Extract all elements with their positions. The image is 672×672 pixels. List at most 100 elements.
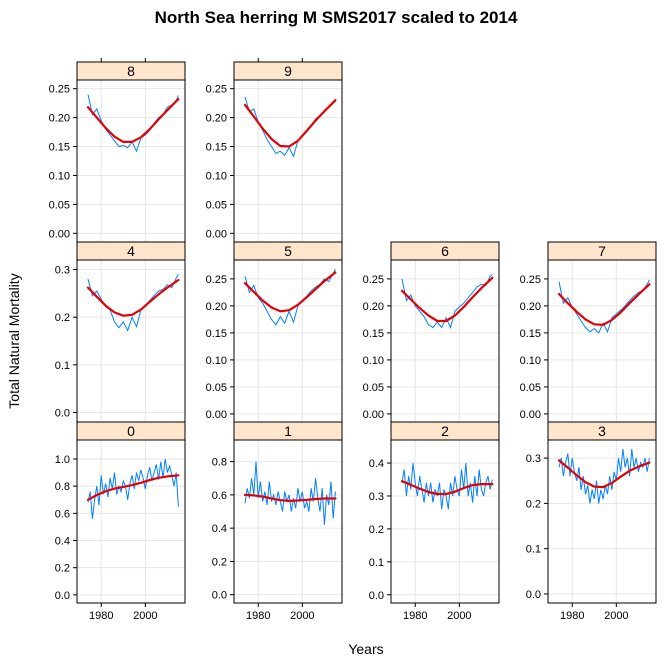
panel-9: 9 0.00 0.05 0.10 0.15 0.20 0.25: [206, 58, 343, 243]
raw-series-line: [558, 449, 650, 504]
y-tick-label: 0.05: [206, 382, 227, 394]
smooth-series-line: [557, 459, 651, 489]
strip-label: 0: [127, 423, 135, 439]
y-tick-label: 0.4: [55, 536, 70, 548]
y-tick-label: 0.4: [212, 523, 227, 535]
panel-frame: [76, 259, 186, 423]
x-tick-label: 2000: [447, 610, 471, 622]
panel-frame: [233, 439, 343, 604]
y-tick-label: 0.00: [363, 409, 384, 421]
y-tick-label: 0.00: [206, 409, 227, 421]
panel-1: 1 0.0 0.2 0.4 0.6 0.8 1980 2000: [212, 421, 343, 622]
y-tick-label: 0.10: [363, 355, 384, 367]
y-tick-label: 0.25: [206, 84, 227, 96]
y-tick-label: 0.15: [520, 328, 541, 340]
smooth-series-line: [86, 278, 180, 317]
chart-title: North Sea herring M SMS2017 scaled to 20…: [155, 8, 518, 27]
panel-frame: [547, 439, 657, 604]
panel-5: 5 0.00 0.05 0.10 0.15 0.20 0.25: [206, 241, 343, 423]
y-tick-label: 0.10: [206, 170, 227, 182]
strip-label: 9: [284, 63, 292, 79]
smooth-series-line: [243, 493, 337, 502]
smooth-series-line: [557, 283, 651, 326]
y-tick-label: 0.25: [520, 274, 541, 286]
panel-frame: [233, 79, 343, 243]
y-tick-label: 0.2: [55, 312, 70, 324]
y-tick-label: 0.10: [520, 355, 541, 367]
raw-series-line: [401, 463, 493, 510]
y-tick-label: 0.05: [520, 382, 541, 394]
panel-frame: [233, 259, 343, 423]
smooth-series-line: [86, 474, 180, 501]
y-tick-label: 0.15: [49, 142, 70, 154]
y-axis-title: Total Natural Mortality: [6, 273, 22, 408]
y-tick-label: 0.00: [206, 228, 227, 240]
y-tick-label: 0.10: [49, 170, 70, 182]
y-tick-label: 0.2: [55, 563, 70, 575]
y-tick-label: 0.05: [206, 199, 227, 211]
y-tick-label: 0.4: [369, 458, 384, 470]
raw-series-line: [401, 274, 493, 329]
raw-series-line: [87, 458, 179, 519]
y-tick-label: 1.0: [55, 454, 70, 466]
y-tick-label: 0.3: [369, 491, 384, 503]
strip-label: 5: [284, 243, 292, 259]
smooth-series-line: [86, 97, 180, 143]
y-tick-label: 0.05: [363, 382, 384, 394]
y-tick-label: 0.25: [49, 84, 70, 96]
strip-label: 2: [441, 423, 449, 439]
y-tick-label: 0.20: [206, 113, 227, 125]
panel-6: 6 0.00 0.05 0.10 0.15 0.20 0.25: [363, 241, 500, 423]
y-tick-label: 0.15: [363, 328, 384, 340]
strip-label: 1: [284, 423, 292, 439]
x-tick-label: 1980: [403, 610, 427, 622]
y-tick-label: 0.6: [212, 490, 227, 502]
y-tick-label: 0.0: [212, 590, 227, 602]
y-tick-label: 0.8: [55, 481, 70, 493]
y-tick-label: 0.20: [363, 301, 384, 313]
panel-frame: [390, 439, 500, 604]
y-tick-label: 0.0: [526, 589, 541, 601]
y-tick-label: 0.20: [520, 301, 541, 313]
x-tick-label: 1980: [560, 610, 584, 622]
y-tick-label: 0.1: [526, 544, 541, 556]
strip-label: 3: [598, 423, 606, 439]
smooth-series-line: [243, 99, 337, 148]
y-tick-label: 0.0: [55, 407, 70, 419]
panel-frame: [547, 259, 657, 423]
panels-layer: 80.000.050.100.150.200.2590.000.050.100.…: [49, 58, 657, 622]
y-tick-label: 0.00: [520, 409, 541, 421]
y-tick-label: 0.2: [526, 498, 541, 510]
y-tick-label: 0.3: [526, 453, 541, 465]
y-tick-label: 0.2: [212, 556, 227, 568]
y-tick-label: 0.1: [55, 360, 70, 372]
y-tick-label: 0.00: [49, 228, 70, 240]
x-tick-label: 2000: [133, 610, 157, 622]
x-tick-label: 2000: [290, 610, 314, 622]
y-tick-label: 0.20: [49, 113, 70, 125]
panel-2: 2 0.0 0.1 0.2 0.3 0.4 1980 2000: [369, 421, 500, 622]
strip-label: 4: [127, 243, 135, 259]
y-tick-label: 0.1: [369, 557, 384, 569]
panel-3: 3 0.0 0.1 0.2 0.3 1980 2000: [526, 421, 657, 622]
panel-frame: [76, 439, 186, 604]
x-tick-label: 1980: [246, 610, 270, 622]
y-tick-label: 0.10: [206, 355, 227, 367]
y-tick-label: 0.2: [369, 524, 384, 536]
smooth-series-line: [400, 480, 494, 496]
smooth-series-line: [400, 276, 494, 323]
raw-series-line: [244, 461, 336, 525]
y-tick-label: 0.6: [55, 508, 70, 520]
panel-4: 4 0.0 0.1 0.2 0.3: [55, 241, 186, 423]
x-axis-title: Years: [348, 641, 383, 657]
y-tick-label: 0.20: [206, 301, 227, 313]
y-tick-label: 0.15: [206, 142, 227, 154]
y-tick-label: 0.0: [369, 590, 384, 602]
smooth-series-line: [243, 271, 337, 313]
y-tick-label: 0.8: [212, 457, 227, 469]
strip-label: 7: [598, 243, 606, 259]
strip-label: 8: [127, 63, 135, 79]
panel-8: 8 0.00 0.05 0.10 0.15 0.20 0.25: [49, 58, 186, 243]
y-tick-label: 0.0: [55, 590, 70, 602]
